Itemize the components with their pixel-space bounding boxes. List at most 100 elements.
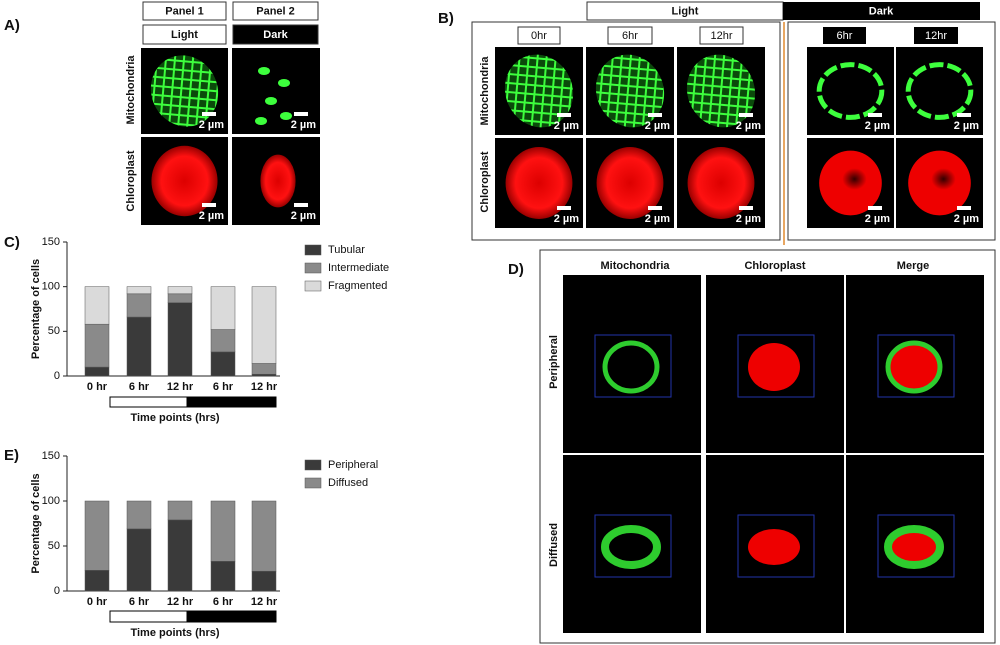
mitochondria	[595, 54, 665, 128]
bar-segment	[251, 500, 277, 572]
column-label: Merge	[897, 260, 929, 272]
panel-label: A)	[4, 17, 20, 34]
scale-bar-label: 2 µm	[291, 210, 317, 222]
y-tick-label: 0	[54, 585, 60, 597]
mitochondria	[504, 54, 574, 128]
mitochondria	[278, 79, 290, 87]
time-box	[517, 26, 561, 45]
y-tick-label: 150	[42, 236, 60, 248]
bar-segment	[210, 561, 236, 592]
group-box	[787, 21, 996, 241]
chloroplast	[687, 147, 755, 219]
x-axis-label: Time points (hrs)	[130, 627, 219, 639]
header: Panel 2	[256, 5, 295, 17]
scale-bar-label: 2 µm	[199, 119, 225, 131]
row-label: Chloroplast	[479, 151, 491, 212]
micrograph-3d	[563, 275, 701, 453]
legend-swatch	[304, 244, 322, 256]
scale-bar-label: 2 µm	[645, 120, 671, 132]
chloroplast	[151, 145, 218, 217]
scale-bar	[648, 206, 662, 210]
column-label: Chloroplast	[744, 260, 805, 272]
panel-label: E)	[4, 447, 19, 464]
scale-bar-label: 2 µm	[736, 213, 762, 225]
x-axis-label: Time points (hrs)	[130, 412, 219, 424]
bar-segment	[126, 528, 152, 592]
mitochondria	[280, 112, 292, 120]
x-tick-label: 12 hr	[251, 381, 278, 393]
header-box	[232, 1, 319, 21]
bar-segment	[126, 316, 152, 377]
scale-bar-label: 2 µm	[865, 120, 891, 132]
group-box	[471, 21, 781, 241]
row-label: Diffused	[548, 523, 560, 567]
bar-segment	[167, 286, 193, 295]
mitochondria	[265, 97, 277, 105]
time-label: 12hr	[710, 30, 732, 42]
x-tick-label: 0 hr	[87, 596, 108, 608]
condition: Light	[171, 29, 198, 41]
mitochondria	[686, 54, 756, 128]
x-tick-label: 6 hr	[213, 596, 234, 608]
row-label: Chloroplast	[125, 150, 137, 211]
chloroplast	[596, 147, 664, 219]
y-tick-label: 100	[42, 281, 60, 293]
mitochondria	[884, 525, 944, 569]
panel-label: D)	[508, 261, 524, 278]
micrograph-3d	[563, 455, 701, 633]
chloroplast	[888, 529, 940, 565]
scale-bar-label: 2 µm	[865, 213, 891, 225]
row-label: Mitochondria	[479, 56, 491, 126]
legend-swatch	[304, 280, 322, 292]
scale-bar-label: 2 µm	[554, 213, 580, 225]
mitochondria	[602, 340, 660, 394]
bar-segment	[84, 286, 110, 325]
mitochondria	[885, 340, 943, 394]
bar-segment	[126, 293, 152, 318]
scale-bar-label: 2 µm	[954, 213, 980, 225]
time-box	[699, 26, 744, 45]
scale-bar-label: 2 µm	[736, 120, 762, 132]
mitochondria	[601, 525, 661, 569]
bar-segment	[251, 373, 277, 377]
y-tick-label: 150	[42, 450, 60, 462]
mitochondria	[255, 117, 267, 125]
y-axis-label: Percentage of cells	[30, 473, 42, 573]
scale-bar	[648, 113, 662, 117]
header: Panel 1	[165, 5, 204, 17]
time-label: 6hr	[622, 30, 638, 42]
legend-swatch	[304, 477, 322, 489]
bar-segment	[84, 570, 110, 592]
time-label: 6hr	[837, 30, 853, 42]
plot-box	[594, 514, 672, 578]
column-label: Mitochondria	[600, 260, 670, 272]
condition-box	[142, 24, 227, 45]
legend-label: Diffused	[328, 477, 368, 489]
bar-segment	[210, 329, 236, 353]
legend-label: Fragmented	[328, 280, 387, 292]
scale-bar-label: 2 µm	[954, 120, 980, 132]
scale-bar-label: 2 µm	[291, 119, 317, 131]
chloroplast	[748, 529, 800, 565]
light-bar	[109, 396, 188, 408]
scale-bar-label: 2 µm	[199, 210, 225, 222]
scale-bar-label: 2 µm	[645, 213, 671, 225]
plot-box	[737, 514, 815, 578]
bar-segment	[167, 500, 193, 521]
chloroplast	[931, 168, 956, 190]
bar-segment	[126, 500, 152, 530]
bar-segment	[167, 293, 193, 303]
row-label: Peripheral	[548, 335, 560, 389]
scale-bar	[739, 206, 753, 210]
plot-box	[877, 514, 955, 578]
mitochondria	[258, 67, 270, 75]
dark-bar	[186, 610, 277, 623]
plot-box	[594, 334, 672, 398]
scale-bar-label: 2 µm	[554, 120, 580, 132]
y-tick-label: 50	[48, 325, 60, 337]
scale-bar	[202, 112, 216, 116]
scale-bar	[557, 113, 571, 117]
x-tick-label: 6 hr	[213, 381, 234, 393]
micrograph	[232, 48, 320, 134]
